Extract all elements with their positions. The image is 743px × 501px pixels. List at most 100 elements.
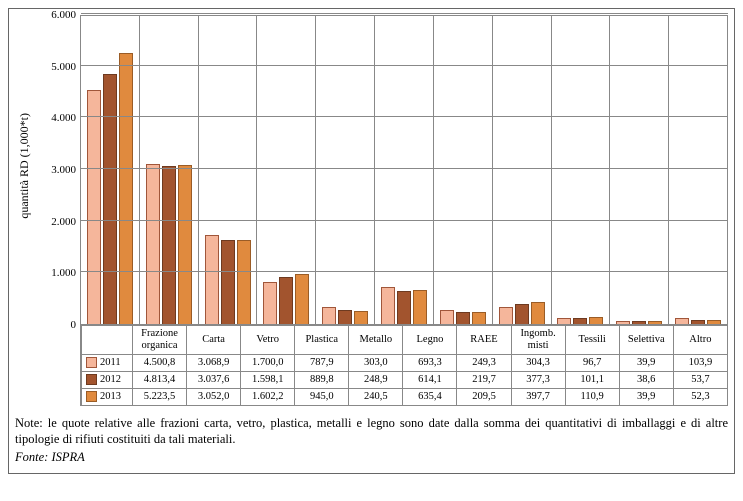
y-tick: 4.000: [51, 112, 76, 124]
bar: [87, 90, 101, 324]
bar: [675, 318, 689, 324]
bar: [413, 290, 427, 324]
bar: [648, 321, 662, 324]
table-cell: 614,1: [403, 372, 457, 389]
table-header: Tessili: [565, 326, 619, 355]
y-tick: 5.000: [51, 61, 76, 73]
table-cell: 1.602,2: [241, 389, 295, 406]
table-cell: 53,7: [673, 372, 727, 389]
series-legend: 2013: [82, 389, 133, 406]
table-header: Legno: [403, 326, 457, 355]
plot-region: [80, 15, 728, 325]
table-header: Metallo: [349, 326, 403, 355]
legend-swatch: [86, 374, 97, 385]
legend-label: 2013: [100, 391, 121, 402]
bar: [440, 310, 454, 324]
bar: [263, 282, 277, 324]
table-corner: [82, 326, 133, 355]
bar: [103, 74, 117, 324]
bar: [338, 310, 352, 324]
plot-area: 01.0002.0003.0004.0005.0006.000 Frazione…: [34, 15, 728, 406]
table-cell: 303,0: [349, 355, 403, 372]
grid-and-bars: 01.0002.0003.0004.0005.0006.000: [34, 15, 728, 325]
table-cell: 103,9: [673, 355, 727, 372]
table-cell: 38,6: [619, 372, 673, 389]
bar: [632, 321, 646, 324]
y-axis-label: quantità RD (1,000*t): [15, 113, 34, 219]
legend-label: 2011: [100, 357, 121, 368]
y-tick: 3.000: [51, 164, 76, 176]
table-cell: 377,3: [511, 372, 565, 389]
category-col: [610, 16, 669, 324]
data-table-zone: Frazione organicaCartaVetroPlasticaMetal…: [80, 325, 728, 406]
table-cell: 787,9: [295, 355, 349, 372]
bar: [397, 291, 411, 324]
table-cell: 693,3: [403, 355, 457, 372]
table-cell: 101,1: [565, 372, 619, 389]
bar: [221, 240, 235, 324]
bar: [531, 302, 545, 324]
category-col: [140, 16, 199, 324]
data-table: Frazione organicaCartaVetroPlasticaMetal…: [81, 325, 728, 406]
category-col: [669, 16, 728, 324]
bar: [146, 164, 160, 324]
table-cell: 219,7: [457, 372, 511, 389]
table-cell: 945,0: [295, 389, 349, 406]
gridline: [81, 116, 728, 117]
figure-frame: quantità RD (1,000*t) 01.0002.0003.0004.…: [8, 8, 735, 474]
table-header: Carta: [187, 326, 241, 355]
table-cell: 5.223,5: [133, 389, 187, 406]
table-header: Ingomb. misti: [511, 326, 565, 355]
bar: [322, 307, 336, 324]
table-cell: 4.813,4: [133, 372, 187, 389]
bar: [279, 277, 293, 324]
category-col: [552, 16, 611, 324]
bar: [162, 166, 176, 324]
bar: [589, 317, 603, 324]
source-label: Fonte: ISPRA: [15, 450, 728, 465]
gridline: [81, 168, 728, 169]
table-cell: 4.500,8: [133, 355, 187, 372]
bar: [381, 287, 395, 324]
table-cell: 3.037,6: [187, 372, 241, 389]
table-cell: 3.068,9: [187, 355, 241, 372]
table-cell: 39,9: [619, 355, 673, 372]
bar: [205, 235, 219, 324]
table-cell: 304,3: [511, 355, 565, 372]
gridline: [81, 65, 728, 66]
y-tick: 6.000: [51, 9, 76, 21]
legend-swatch: [86, 391, 97, 402]
category-col: [375, 16, 434, 324]
note-text: Note: le quote relative alle frazioni ca…: [15, 416, 728, 447]
category-col: [81, 16, 140, 324]
chart: quantità RD (1,000*t) 01.0002.0003.0004.…: [15, 15, 728, 406]
series-legend: 2011: [82, 355, 133, 372]
y-tick: 0: [71, 319, 77, 331]
category-col: [316, 16, 375, 324]
series-legend: 2012: [82, 372, 133, 389]
bar: [237, 240, 251, 324]
gridline: [81, 13, 728, 14]
table-cell: 52,3: [673, 389, 727, 406]
table-cell: 249,3: [457, 355, 511, 372]
table-header: RAEE: [457, 326, 511, 355]
bar: [178, 165, 192, 324]
table-cell: 248,9: [349, 372, 403, 389]
bar: [456, 312, 470, 324]
bar: [515, 304, 529, 324]
table-cell: 3.052,0: [187, 389, 241, 406]
bar: [499, 307, 513, 324]
table-header: Plastica: [295, 326, 349, 355]
bar: [119, 53, 133, 324]
bar: [557, 318, 571, 324]
table-header: Frazione organica: [133, 326, 187, 355]
gridline: [81, 271, 728, 272]
gridline: [81, 220, 728, 221]
table-cell: 110,9: [565, 389, 619, 406]
category-col: [199, 16, 258, 324]
legend-swatch: [86, 357, 97, 368]
legend-label: 2012: [100, 374, 121, 385]
table-header: Selettiva: [619, 326, 673, 355]
y-tick: 1.000: [51, 267, 76, 279]
table-header: Vetro: [241, 326, 295, 355]
